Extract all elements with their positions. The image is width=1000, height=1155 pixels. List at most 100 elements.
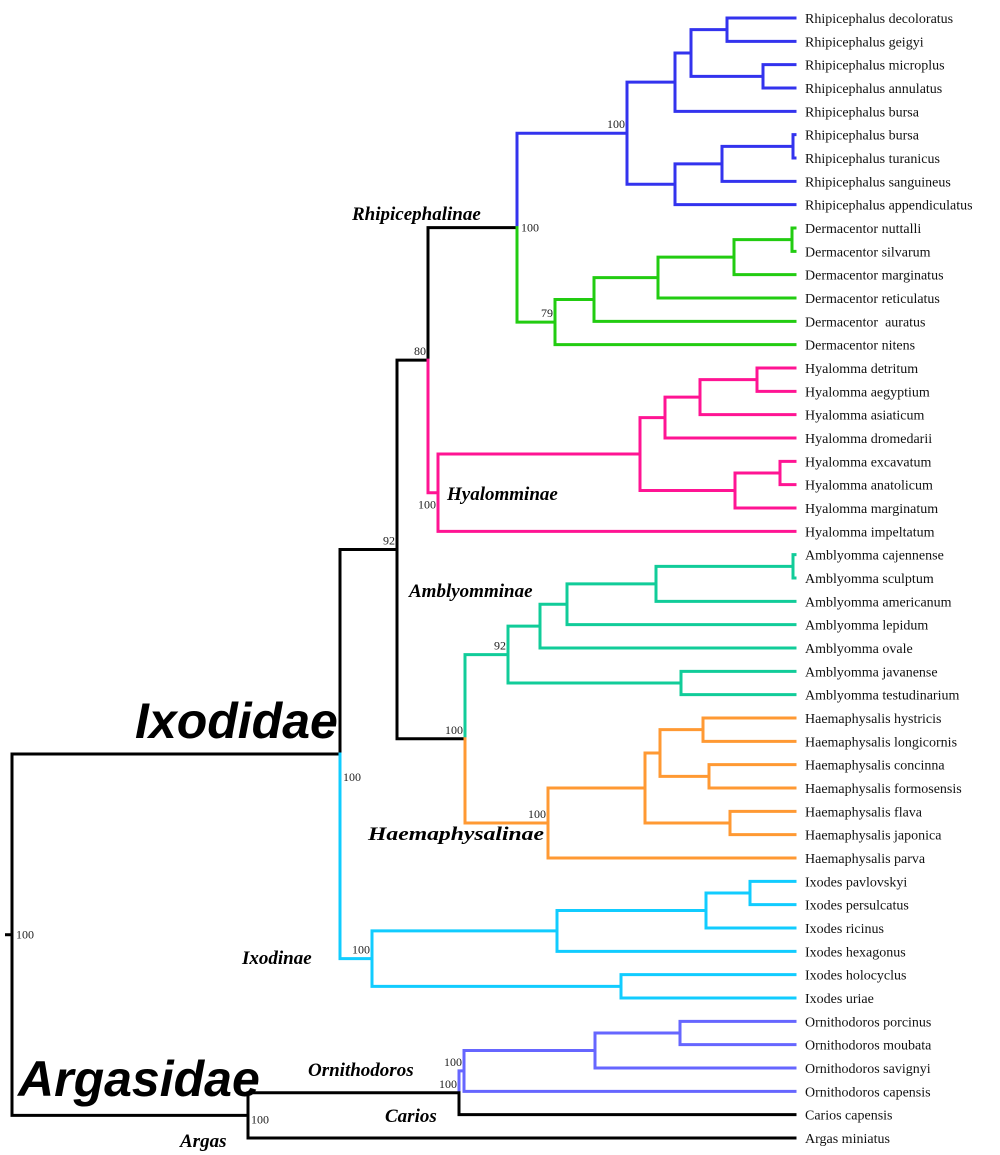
leaf-label: Rhipicephalus geigyi xyxy=(805,35,924,50)
bootstrap-value: 80 xyxy=(414,344,426,358)
clade-label-ornithodoros: Ornithodoros xyxy=(308,1060,414,1081)
leaf-branch xyxy=(656,276,797,300)
internal-branch xyxy=(436,452,642,495)
internal-branch xyxy=(462,1049,597,1073)
tree-branches xyxy=(5,16,797,1140)
leaf-branch xyxy=(728,809,797,825)
leaf-branch xyxy=(704,909,797,930)
leaf-branch xyxy=(755,366,797,382)
clade-label-ixodidae: Ixodidae xyxy=(135,693,338,749)
internal-branch xyxy=(720,144,795,166)
bootstrap-value: 100 xyxy=(343,770,361,784)
internal-branch xyxy=(555,909,708,933)
leaf-branch xyxy=(733,489,797,510)
leaf-branch xyxy=(791,564,797,580)
internal-branch xyxy=(656,255,736,280)
leaf-label: Argas miniatus xyxy=(805,1132,890,1147)
leaf-label: Hyalomma marginatum xyxy=(805,502,938,517)
internal-branch xyxy=(10,933,250,1117)
leaf-label: Ixodes holocyclus xyxy=(805,969,906,984)
leaf-branch xyxy=(791,553,797,568)
clade-label-hyalomminae: Hyalomminae xyxy=(446,484,558,505)
leaf-branch xyxy=(678,1019,797,1035)
leaf-label: Ixodes uriae xyxy=(805,992,874,1007)
leaf-branch xyxy=(592,297,797,323)
internal-branch xyxy=(246,1091,461,1117)
bootstrap-value: 92 xyxy=(383,533,395,547)
internal-branch xyxy=(704,891,752,912)
bootstrap-value: 100 xyxy=(528,807,546,821)
leaf-label: Ornithodoros savignyi xyxy=(805,1062,931,1077)
internal-branch xyxy=(638,416,667,456)
leaf-label: Haemaphysalis flava xyxy=(805,805,923,820)
leaf-label: Haemaphysalis parva xyxy=(805,852,926,867)
leaf-branch xyxy=(755,378,797,393)
leaf-branch xyxy=(436,491,797,533)
internal-branch xyxy=(395,547,467,741)
clade-label-argas: Argas xyxy=(179,1131,226,1152)
leaf-branch xyxy=(698,395,797,417)
leaf-branch xyxy=(778,459,797,475)
internal-branch xyxy=(643,786,732,825)
leaf-branch xyxy=(654,582,797,603)
internal-branch xyxy=(654,564,795,586)
leaf-label: Ornithodoros capensis xyxy=(805,1085,931,1100)
leaf-label: Hyalomma aegyptium xyxy=(805,385,930,400)
internal-branch xyxy=(515,131,629,230)
bootstrap-value: 100 xyxy=(607,117,625,131)
leaf-branch xyxy=(673,80,797,113)
leaf-label: Amblyomma sculptum xyxy=(805,572,934,587)
leaf-branch xyxy=(707,774,797,790)
internal-branch xyxy=(592,276,660,301)
bootstrap-value: 100 xyxy=(418,498,436,512)
leaf-label: Haemaphysalis longicornis xyxy=(805,735,957,750)
internal-branch xyxy=(426,226,519,362)
leaf-label: Dermacentor marginatus xyxy=(805,269,944,284)
bootstrap-value: 100 xyxy=(445,723,463,737)
leaf-branch xyxy=(725,28,797,43)
leaf-branch xyxy=(538,624,797,650)
leaf-label: Rhipicephalus turanicus xyxy=(805,152,940,167)
internal-branch xyxy=(658,751,711,778)
internal-branch xyxy=(643,751,662,790)
leaf-label: Carios capensis xyxy=(805,1109,892,1124)
internal-branch xyxy=(10,752,342,937)
bootstrap-value: 100 xyxy=(16,928,34,942)
internal-branch xyxy=(457,1069,466,1095)
leaf-label: Rhipicephalus bursa xyxy=(805,129,920,144)
leaf-branch xyxy=(761,63,797,78)
leaf-label: Rhipicephalus annulatus xyxy=(805,82,942,97)
bootstrap-values: 100 79 100 100 80 92 100 100 92 100 100 100 100 100 10… xyxy=(16,117,625,1126)
internal-branch xyxy=(553,297,596,324)
leaf-branch xyxy=(593,1049,797,1070)
leaf-label: Ixodes persulcatus xyxy=(805,899,909,914)
leaf-label: Dermacentor silvarum xyxy=(805,245,931,260)
leaf-label: Hyalomma asiaticum xyxy=(805,409,924,424)
clade-labels: Ixodidae Argasidae Rhipicephalinae Hyalo… xyxy=(16,204,558,1152)
clade-label-carios: Carios xyxy=(385,1106,437,1127)
internal-branch xyxy=(698,378,759,399)
leaf-branch xyxy=(673,182,797,207)
leaf-branch xyxy=(791,144,797,160)
leaf-label: Amblyomma javanense xyxy=(805,665,938,680)
internal-branch xyxy=(506,624,542,657)
internal-branch xyxy=(673,51,693,84)
leaf-branch xyxy=(707,763,797,778)
leaf-label: Rhipicephalus sanguineus xyxy=(805,175,951,190)
clade-label-rhipicephalinae: Rhipicephalinae xyxy=(351,204,481,225)
internal-branch xyxy=(370,929,559,961)
internal-branch xyxy=(426,358,440,495)
leaf-branch xyxy=(565,602,797,627)
leaf-branch xyxy=(663,416,797,440)
internal-branch xyxy=(673,162,724,186)
internal-branch xyxy=(732,238,794,259)
leaf-branch xyxy=(790,238,797,253)
leaf-label: Haemaphysalis concinna xyxy=(805,759,945,774)
leaf-label: Dermacentor auratus xyxy=(805,315,926,330)
leaf-branch xyxy=(679,681,797,697)
clade-label-haemaphysalinae: Haemaphysalinae xyxy=(367,824,545,845)
leaf-label: Dermacentor reticulatus xyxy=(805,292,940,307)
internal-branch xyxy=(733,471,782,492)
leaf-branch xyxy=(761,74,797,90)
